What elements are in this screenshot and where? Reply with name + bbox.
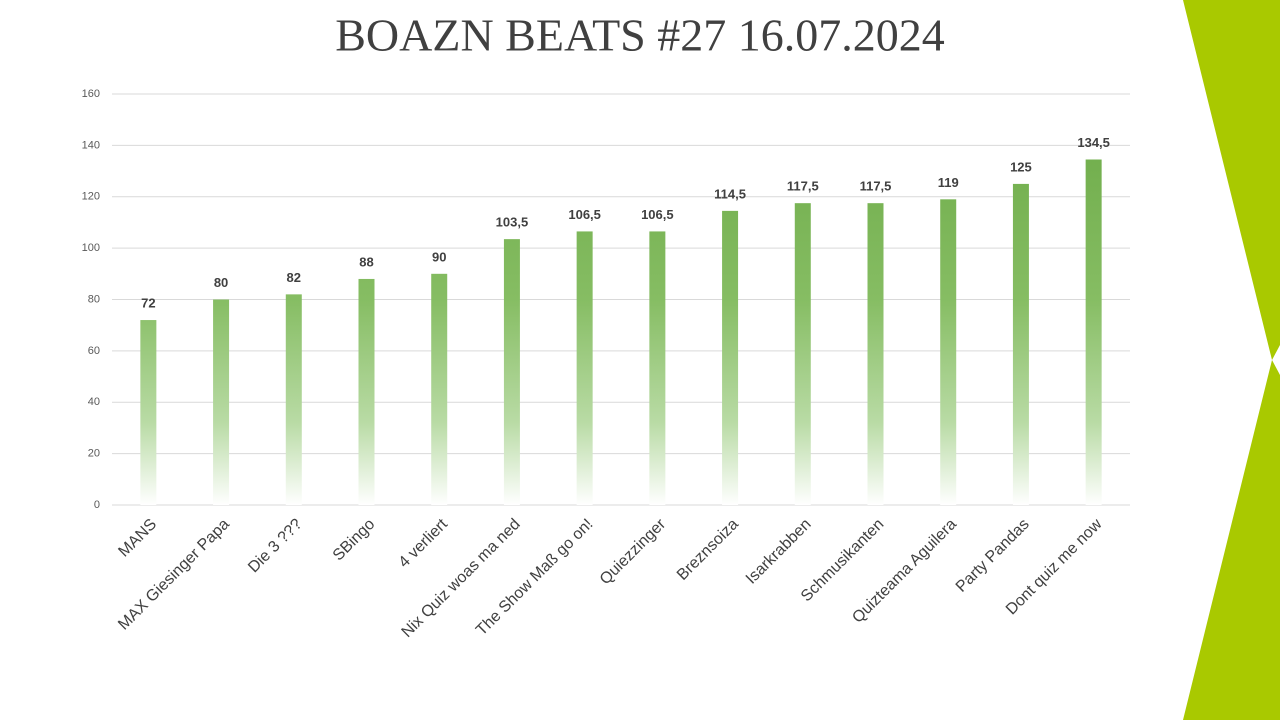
data-label: 80: [214, 275, 228, 290]
y-tick-label: 140: [82, 139, 100, 151]
bar: [940, 199, 957, 505]
x-tick-label: 4 verliert: [396, 515, 452, 571]
x-tick-label: MANS: [115, 516, 160, 561]
data-label: 114,5: [714, 186, 746, 201]
bar: [649, 231, 666, 505]
x-tick-label: Quiezzinger: [597, 515, 670, 588]
data-label: 82: [287, 270, 301, 285]
data-label: 117,5: [860, 179, 892, 194]
bar: [213, 299, 230, 505]
x-tick-label: Party Pandas: [953, 516, 1033, 596]
x-tick-label: Isarkrabben: [743, 516, 815, 588]
chart-title: BOAZN BEATS #27 16.07.2024: [335, 10, 945, 61]
data-label: 90: [432, 249, 446, 264]
y-tick-label: 40: [88, 396, 100, 408]
bar: [1012, 183, 1029, 505]
data-label: 103,5: [496, 215, 529, 230]
data-label: 125: [1010, 159, 1032, 174]
y-tick-label: 160: [82, 88, 100, 100]
bar: [576, 231, 593, 505]
y-tick-label: 60: [88, 345, 100, 357]
x-tick-label: SBingo: [330, 516, 379, 565]
bar: [1085, 159, 1102, 506]
bar: [140, 320, 157, 505]
x-tick-label: The Show Maß go on!: [473, 516, 596, 639]
data-label: 88: [359, 254, 373, 269]
bar: [722, 210, 739, 506]
bar: [794, 203, 811, 505]
bar: [503, 239, 520, 505]
x-tick-label: Breznsoiza: [674, 516, 742, 584]
decoration: [1183, 0, 1280, 720]
data-label: 72: [141, 295, 155, 310]
x-tick-label: Nix Quiz woas ma ned: [399, 516, 524, 641]
bar: [867, 203, 884, 505]
x-tick-label: Die 3 ???: [245, 516, 306, 577]
y-tick-label: 120: [82, 191, 100, 203]
data-label: 134,5: [1077, 135, 1110, 150]
data-label: 106,5: [568, 207, 601, 222]
data-label: 117,5: [787, 179, 819, 194]
data-label: 106,5: [641, 207, 674, 222]
bar: [358, 278, 375, 505]
y-tick-label: 80: [88, 293, 100, 305]
y-tick-label: 20: [88, 448, 100, 460]
data-label: 119: [938, 175, 959, 190]
y-tick-label: 0: [94, 499, 100, 511]
bar: [431, 273, 448, 505]
y-tick-label: 100: [82, 242, 100, 254]
bar: [285, 294, 302, 505]
decoration-notch: [1272, 345, 1280, 375]
